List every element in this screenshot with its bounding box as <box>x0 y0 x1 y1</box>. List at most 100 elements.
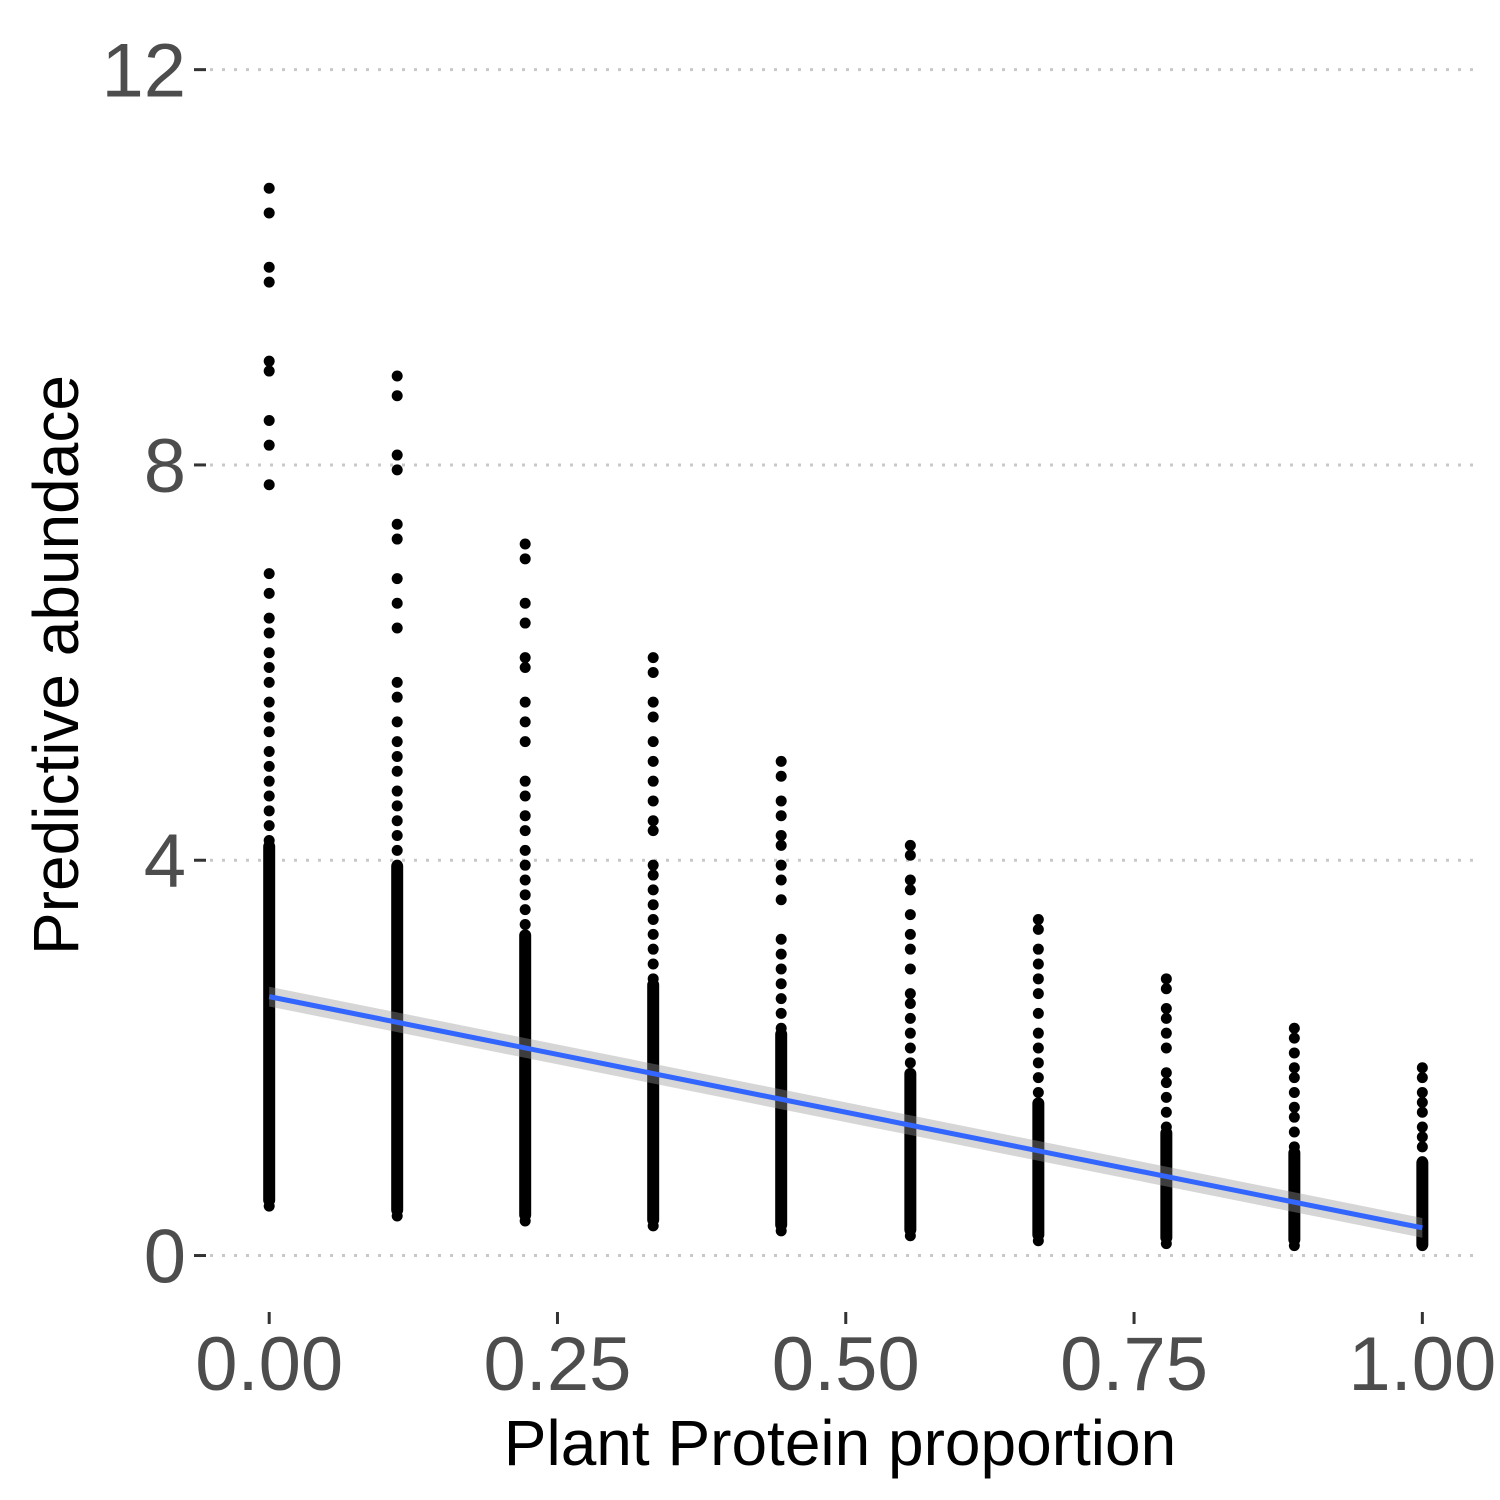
data-point <box>1032 1007 1044 1019</box>
data-point <box>391 518 403 530</box>
data-point <box>391 533 403 545</box>
data-point <box>647 795 659 807</box>
data-point <box>775 978 787 990</box>
data-point <box>263 968 275 980</box>
data-point <box>1032 943 1044 955</box>
data-point <box>904 839 916 851</box>
data-point <box>775 1082 787 1094</box>
data-point <box>1032 1072 1044 1084</box>
data-point <box>647 1210 659 1222</box>
data-point <box>775 1111 787 1123</box>
data-point <box>904 1220 916 1232</box>
data-point <box>519 597 531 609</box>
data-point <box>391 993 403 1005</box>
data-point <box>775 933 787 945</box>
data-point <box>391 800 403 812</box>
data-point <box>263 909 275 921</box>
data-point <box>263 998 275 1010</box>
data-point <box>1160 1002 1172 1014</box>
y-tick-label: 12 <box>101 29 186 114</box>
data-point <box>904 909 916 921</box>
data-point <box>263 864 275 876</box>
data-point <box>775 1170 787 1182</box>
data-point <box>391 1052 403 1064</box>
data-point <box>1288 1170 1300 1182</box>
data-point <box>263 587 275 599</box>
data-point <box>904 849 916 861</box>
data-point <box>647 1002 659 1014</box>
data-point <box>1416 1240 1428 1252</box>
data-point <box>263 775 275 787</box>
data-point <box>904 1101 916 1113</box>
x-tick-label: 0.50 <box>772 1322 920 1407</box>
data-point <box>263 1086 275 1098</box>
data-point <box>1032 958 1044 970</box>
data-point <box>519 918 531 930</box>
data-point <box>391 1170 403 1182</box>
data-point <box>647 899 659 911</box>
data-point <box>647 1106 659 1118</box>
data-point <box>263 439 275 451</box>
data-point <box>1416 1062 1428 1074</box>
y-tick-label: 4 <box>144 819 186 904</box>
data-point <box>391 1067 403 1079</box>
regression-line <box>268 994 1423 1231</box>
data-point <box>263 1146 275 1158</box>
data-point <box>263 479 275 491</box>
data-point <box>391 597 403 609</box>
data-point <box>775 1141 787 1153</box>
data-point <box>263 1012 275 1024</box>
data-point <box>1032 1116 1044 1128</box>
data-point <box>1160 1067 1172 1079</box>
data-point <box>263 879 275 891</box>
data-point <box>263 923 275 935</box>
data-point <box>1288 1047 1300 1059</box>
y-axis-title: Predictive abundace <box>20 375 92 955</box>
data-point <box>263 207 275 219</box>
data-point <box>775 1067 787 1079</box>
data-point <box>519 1170 531 1182</box>
data-point <box>391 904 403 916</box>
data-point <box>263 1131 275 1143</box>
data-point <box>647 914 659 926</box>
data-point <box>263 182 275 194</box>
data-point <box>647 928 659 940</box>
data-point <box>1160 1225 1172 1237</box>
data-point <box>775 1126 787 1138</box>
data-point <box>904 1146 916 1158</box>
data-point <box>904 1042 916 1054</box>
data-point <box>263 1200 275 1212</box>
data-point <box>647 1032 659 1044</box>
data-point <box>1288 1240 1300 1252</box>
data-point <box>263 1101 275 1113</box>
data-point <box>775 755 787 767</box>
data-point <box>1160 1012 1172 1024</box>
data-point <box>904 1131 916 1143</box>
data-point <box>263 805 275 817</box>
data-point <box>1288 1032 1300 1044</box>
data-point <box>775 830 787 842</box>
data-point <box>391 948 403 960</box>
data-point <box>904 928 916 940</box>
data-point <box>1416 1131 1428 1143</box>
data-point <box>391 622 403 634</box>
data-point <box>647 775 659 787</box>
data-point <box>519 716 531 728</box>
data-point <box>391 1185 403 1197</box>
data-point <box>647 988 659 1000</box>
data-point <box>1032 1220 1044 1232</box>
data-point <box>775 993 787 1005</box>
data-point <box>1288 1111 1300 1123</box>
data-point <box>775 874 787 886</box>
data-point <box>1160 1195 1172 1207</box>
data-point <box>647 1077 659 1089</box>
data-point <box>775 839 787 851</box>
data-point <box>775 1052 787 1064</box>
data-point <box>1160 1180 1172 1192</box>
data-point <box>519 1215 531 1227</box>
data-point <box>775 770 787 782</box>
data-point <box>263 261 275 273</box>
data-point <box>1160 1121 1172 1133</box>
data-point <box>391 918 403 930</box>
data-point <box>519 933 531 945</box>
